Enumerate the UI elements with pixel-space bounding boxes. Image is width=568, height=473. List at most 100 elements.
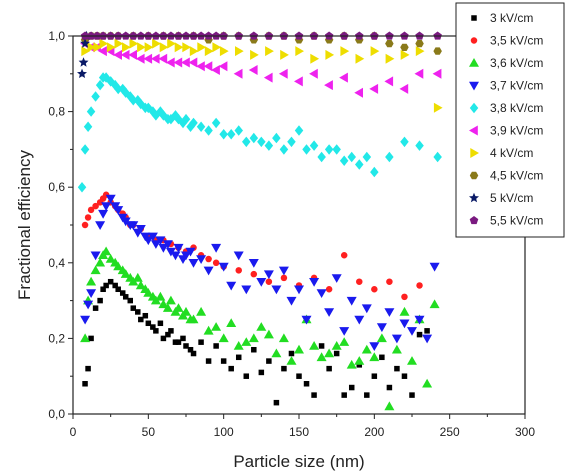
data-point (415, 46, 425, 57)
series-5 (77, 72, 442, 193)
data-point (370, 46, 380, 57)
data-point (106, 42, 116, 53)
legend-marker (469, 216, 479, 225)
data-point (258, 369, 265, 376)
data-point (173, 243, 184, 253)
data-point (369, 352, 380, 362)
data-point (105, 194, 116, 204)
data-point (187, 346, 194, 353)
data-point (150, 53, 160, 64)
data-point (241, 337, 252, 346)
data-point (416, 331, 423, 338)
data-point (361, 344, 372, 354)
data-point (98, 46, 107, 57)
data-point (115, 286, 121, 293)
x-tick-label: 200 (364, 425, 384, 439)
data-point (180, 335, 186, 342)
data-point (324, 348, 335, 358)
data-point (279, 144, 289, 155)
data-point (218, 61, 228, 72)
data-point (287, 136, 296, 148)
data-point (325, 286, 333, 293)
data-point (264, 140, 274, 151)
data-point (424, 328, 430, 334)
data-point (203, 61, 213, 72)
data-point (158, 243, 169, 253)
data-point (340, 46, 350, 57)
y-axis-title: Fractional efficiency (15, 150, 34, 300)
data-point (93, 42, 103, 53)
data-point (415, 39, 424, 48)
data-point (356, 278, 363, 285)
data-point (339, 327, 350, 336)
data-point (136, 98, 146, 110)
data-point (159, 42, 169, 53)
data-point (294, 285, 304, 295)
data-point (407, 356, 417, 365)
data-point (385, 39, 394, 48)
data-point (114, 38, 124, 49)
legend: 3 kV/cm 3,5 kV/cm 3,6 kV/cm 3,7 kV/cm 3,8 kV… (455, 2, 565, 238)
data-point (122, 42, 131, 53)
data-point (369, 342, 380, 351)
data-point (250, 270, 258, 278)
data-point (263, 270, 274, 280)
series-3 (80, 246, 440, 411)
data-point (196, 306, 207, 316)
data-point (364, 392, 370, 398)
data-point (354, 315, 365, 325)
data-point (356, 362, 363, 368)
data-point (128, 221, 139, 230)
data-point (173, 303, 184, 312)
data-point (311, 392, 317, 398)
data-point (263, 72, 273, 83)
data-point (278, 68, 288, 79)
data-point (95, 221, 106, 230)
data-point (346, 359, 357, 369)
legend-label: 4,5 kV/cm (490, 169, 543, 183)
data-point (309, 68, 318, 79)
data-point (429, 262, 440, 272)
data-point (400, 136, 409, 148)
data-point (433, 151, 442, 163)
data-point (167, 38, 176, 49)
data-point (80, 144, 90, 155)
data-point (150, 324, 156, 330)
data-point (309, 278, 320, 287)
data-point (86, 106, 96, 117)
series-6 (80, 38, 442, 98)
data-point (235, 46, 244, 57)
data-point (281, 365, 287, 372)
data-point (147, 232, 158, 242)
data-point (384, 308, 395, 317)
data-point (87, 42, 97, 53)
data-point (286, 296, 297, 306)
data-point (294, 76, 303, 87)
data-point (218, 333, 229, 343)
data-point (101, 202, 112, 212)
data-point (296, 373, 302, 379)
data-point (113, 206, 124, 215)
data-point (98, 209, 109, 219)
data-point (416, 282, 423, 289)
data-point (173, 57, 183, 68)
data-point (166, 113, 176, 125)
data-point (271, 348, 282, 358)
data-point (91, 91, 100, 102)
data-point (86, 289, 97, 298)
data-point (143, 236, 154, 246)
legend-label: 4 kV/cm (490, 146, 533, 160)
data-point (400, 49, 410, 60)
data-point (220, 358, 227, 364)
data-point (213, 343, 219, 349)
data-point (142, 312, 149, 319)
data-point (340, 251, 348, 259)
data-point (129, 95, 138, 106)
data-point (196, 121, 206, 132)
data-point (196, 61, 205, 72)
data-point (243, 373, 250, 379)
x-tick-label: 150 (289, 425, 309, 439)
x-tick-label: 250 (440, 425, 460, 439)
data-point (113, 261, 124, 271)
